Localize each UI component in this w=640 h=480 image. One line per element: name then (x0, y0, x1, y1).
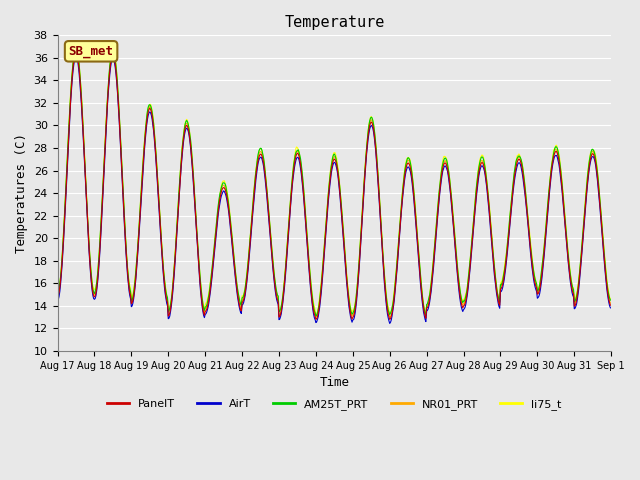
Title: Temperature: Temperature (284, 15, 385, 30)
X-axis label: Time: Time (319, 376, 349, 389)
Text: SB_met: SB_met (68, 45, 114, 58)
Legend: PanelT, AirT, AM25T_PRT, NR01_PRT, li75_t: PanelT, AirT, AM25T_PRT, NR01_PRT, li75_… (102, 395, 566, 415)
Y-axis label: Temperatures (C): Temperatures (C) (15, 133, 28, 253)
